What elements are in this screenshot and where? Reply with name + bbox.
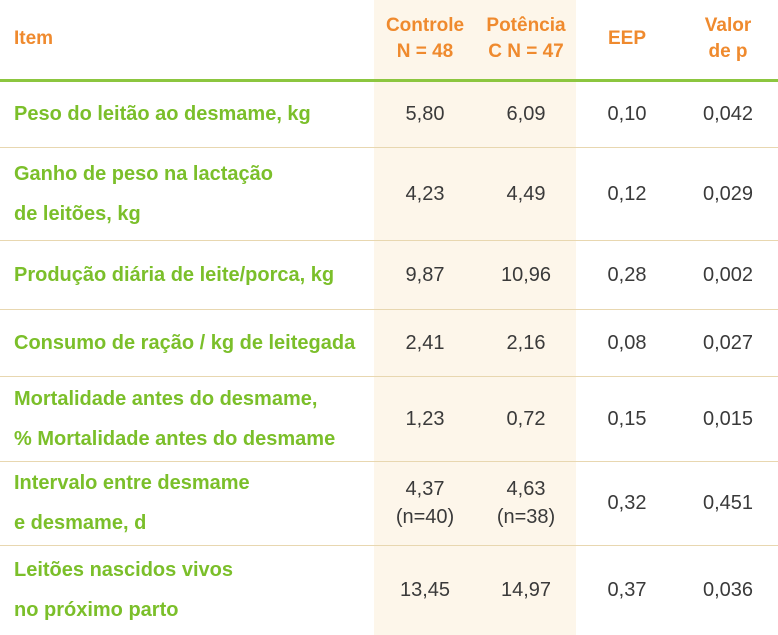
cell-p-value: 0,002: [678, 240, 778, 310]
cell-eep: 0,37: [607, 579, 647, 602]
cell-p-value: 0,042: [678, 80, 778, 148]
row-item: Produção diária de leite/porca, kg: [0, 240, 374, 310]
row-item: Mortalidade antes do desmame, % Mortalid…: [0, 376, 374, 462]
table-row: Ganho de peso na lactação de leitões, kg…: [0, 147, 778, 241]
header-row: Item Controle N = 48 Potência C N = 47 E…: [0, 0, 778, 82]
row-item-line2: % Mortalidade antes do desmame: [14, 427, 336, 450]
cell-potencia: 6,09: [476, 80, 576, 148]
row-item-line1: Peso do leitão ao desmame, kg: [14, 103, 311, 125]
cell-p-value: 0,027: [678, 309, 778, 377]
cell-controle: 5,80: [374, 80, 476, 148]
row-item: Intervalo entre desmame e desmame, d: [0, 461, 374, 546]
cell-eep: 0,10: [576, 80, 678, 148]
cell-eep: 0,28: [576, 240, 678, 310]
cell-controle: 4,37 (n=40): [374, 461, 476, 546]
cell-potencia: 10,96: [476, 240, 576, 310]
header-item: Item: [0, 0, 374, 82]
header-eep: EEP: [576, 0, 678, 82]
header-valor-label: Valor: [704, 15, 752, 37]
header-potencia-label: Potência: [486, 15, 566, 37]
table-row: Consumo de ração / kg de leitegada 2,41 …: [0, 309, 778, 377]
cell-potencia: 14,97: [476, 545, 576, 635]
row-item-line1: Consumo de ração / kg de leitegada: [14, 331, 356, 354]
cell-p-value: 0,036: [702, 579, 754, 602]
cell-eep: 0,08: [576, 309, 678, 377]
table-row: Leitões nascidos vivos no próximo parto …: [0, 545, 778, 635]
cell-controle: 1,23: [374, 376, 476, 462]
cell-controle-n: (n=40): [395, 506, 455, 528]
cell-p-value: 0,451: [678, 461, 778, 546]
table-row: Produção diária de leite/porca, kg 9,87 …: [0, 240, 778, 310]
row-item: Consumo de ração / kg de leitegada: [0, 309, 374, 377]
row-item-line2: de leitões, kg: [14, 202, 141, 225]
cell-potencia: 4,63 (n=38): [476, 461, 576, 546]
table-row: Intervalo entre desmame e desmame, d 4,3…: [0, 461, 778, 546]
cell-potencia: 2,16: [476, 309, 576, 377]
header-valor-sub: de p: [708, 41, 748, 63]
row-item-line1: Leitões nascidos vivos: [14, 559, 233, 582]
row-item-line1: Produção diária de leite/porca, kg: [14, 263, 335, 286]
cell-potencia: 4,49: [476, 147, 576, 241]
row-item: Leitões nascidos vivos no próximo parto: [0, 545, 374, 635]
cell-p-value: 0,015: [678, 376, 778, 462]
row-item-line1: Ganho de peso na lactação: [14, 162, 273, 185]
row-item-line1: Mortalidade antes do desmame,: [14, 387, 318, 410]
cell-controle: 2,41: [374, 309, 476, 377]
table-row: Peso do leitão ao desmame, kg 5,80 6,09 …: [0, 80, 778, 148]
cell-controle: 9,87: [374, 240, 476, 310]
header-controle-label: Controle: [385, 15, 465, 37]
cell-eep: 0,15: [576, 376, 678, 462]
row-item-line2: e desmame, d: [14, 512, 147, 534]
cell-p-value: 0,029: [678, 147, 778, 241]
row-item-line2: no próximo parto: [14, 599, 179, 622]
header-potencia-n: C N = 47: [488, 41, 564, 63]
row-item: Peso do leitão ao desmame, kg: [0, 80, 374, 148]
row-item-line1: Intervalo entre desmame: [14, 472, 250, 494]
header-controle: Controle N = 48: [374, 0, 476, 82]
cell-potencia-n: (n=38): [496, 506, 556, 528]
cell-controle: 4,23: [374, 147, 476, 241]
cell-eep: 0,32: [576, 461, 678, 546]
header-valor-p: Valor de p: [678, 0, 778, 82]
table-header: Item Controle N = 48 Potência C N = 47 E…: [0, 0, 778, 82]
row-item: Ganho de peso na lactação de leitões, kg: [0, 147, 374, 241]
header-controle-n: N = 48: [396, 41, 454, 63]
cell-potencia-value: 4,63: [506, 478, 546, 500]
cell-controle: 13,45: [374, 545, 476, 635]
cell-controle-value: 4,37: [405, 478, 445, 500]
table-body: Peso do leitão ao desmame, kg 5,80 6,09 …: [0, 80, 778, 635]
cell-potencia: 0,72: [476, 376, 576, 462]
cell-eep: 0,12: [576, 147, 678, 241]
header-potencia: Potência C N = 47: [476, 0, 576, 82]
table-row: Mortalidade antes do desmame, % Mortalid…: [0, 376, 778, 462]
